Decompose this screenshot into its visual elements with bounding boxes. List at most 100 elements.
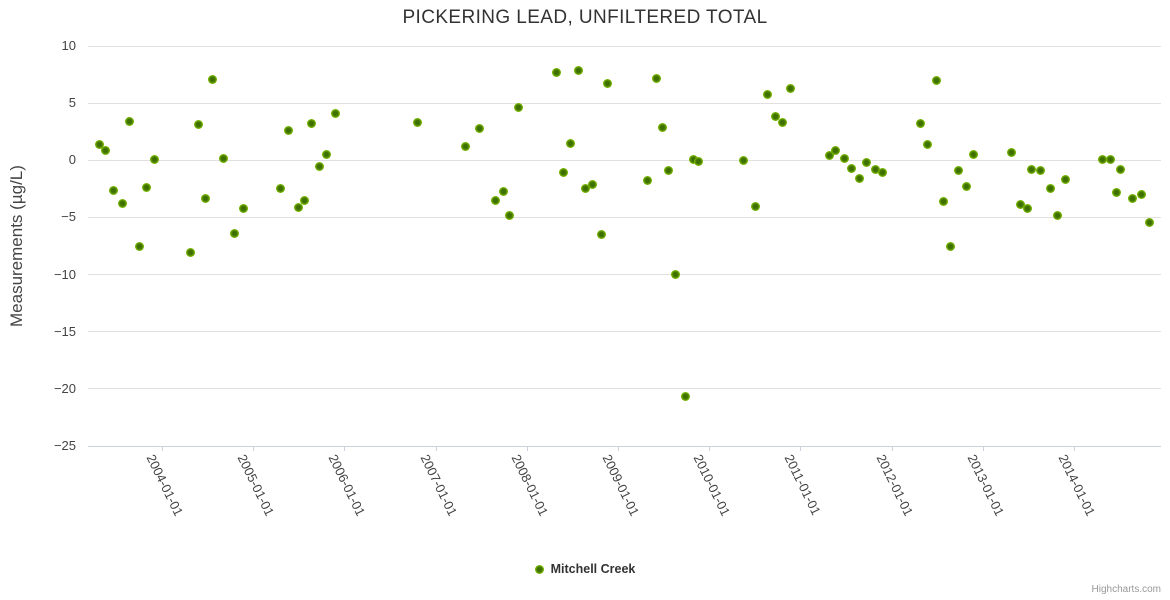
data-point-marker[interactable] <box>283 126 293 136</box>
data-point-marker[interactable] <box>491 195 501 205</box>
data-point-marker[interactable] <box>657 122 667 132</box>
x-axis-tick <box>800 446 802 451</box>
data-point-marker[interactable] <box>1036 166 1046 176</box>
data-point-marker[interactable] <box>134 241 144 251</box>
data-point-marker[interactable] <box>916 119 926 129</box>
data-point-marker[interactable] <box>94 139 104 149</box>
data-point-marker[interactable] <box>739 155 749 165</box>
data-point-marker[interactable] <box>596 230 606 240</box>
data-point-marker[interactable] <box>581 184 591 194</box>
data-point-marker[interactable] <box>109 185 119 195</box>
x-axis-line <box>88 445 1161 447</box>
data-point-marker[interactable] <box>1127 193 1137 203</box>
data-point-marker[interactable] <box>1045 184 1055 194</box>
data-point-marker[interactable] <box>239 203 249 213</box>
x-axis-tick <box>982 446 984 451</box>
y-axis-label: 0 <box>68 152 76 168</box>
data-point-marker[interactable] <box>847 163 857 173</box>
data-point-marker[interactable] <box>551 67 561 77</box>
data-point-marker[interactable] <box>603 79 613 89</box>
data-point-marker[interactable] <box>573 65 583 75</box>
data-point-marker[interactable] <box>124 116 134 126</box>
data-point-marker[interactable] <box>1111 187 1121 197</box>
data-point-marker[interactable] <box>785 83 795 93</box>
data-point-marker[interactable] <box>954 166 964 176</box>
data-point-marker[interactable] <box>861 158 871 168</box>
x-axis-tick <box>618 446 619 451</box>
data-point-marker[interactable] <box>825 151 835 161</box>
data-point-marker[interactable] <box>1116 164 1126 174</box>
data-point-marker[interactable] <box>1015 200 1025 210</box>
data-point-marker[interactable] <box>185 248 195 258</box>
data-point-marker[interactable] <box>559 168 569 178</box>
data-point-marker[interactable] <box>671 270 681 280</box>
data-point-marker[interactable] <box>1105 154 1115 164</box>
data-point-marker[interactable] <box>688 154 698 164</box>
data-point-marker[interactable] <box>946 241 956 251</box>
data-point-marker[interactable] <box>840 153 850 163</box>
data-point-marker[interactable] <box>771 112 781 122</box>
x-axis-label: 2010-01-01 <box>690 452 734 519</box>
data-point-marker[interactable] <box>1097 154 1107 164</box>
highcharts-credits-link[interactable]: Highcharts.com <box>1091 584 1161 595</box>
data-point-marker[interactable] <box>871 164 881 174</box>
data-point-marker[interactable] <box>969 150 979 160</box>
data-point-marker[interactable] <box>475 123 485 133</box>
data-point-marker[interactable] <box>200 193 210 203</box>
data-point-marker[interactable] <box>663 166 673 176</box>
data-point-marker[interactable] <box>1022 203 1032 213</box>
data-point-marker[interactable] <box>750 201 760 211</box>
data-point-marker[interactable] <box>1136 190 1146 200</box>
x-axis-label: 2013-01-01 <box>964 452 1007 519</box>
data-point-marker[interactable] <box>461 142 471 152</box>
y-axis-label: 5 <box>68 95 76 111</box>
data-point-marker[interactable] <box>651 73 661 83</box>
data-point-marker[interactable] <box>505 210 515 220</box>
data-point-marker[interactable] <box>230 228 240 238</box>
data-point-marker[interactable] <box>294 202 304 212</box>
data-point-marker[interactable] <box>566 138 576 148</box>
x-axis-label: 2012-01-01 <box>873 452 916 519</box>
x-axis-label: 2009-01-01 <box>599 452 643 519</box>
y-axis-label: −5 <box>61 209 76 225</box>
data-point-marker[interactable] <box>694 156 704 166</box>
data-point-marker[interactable] <box>680 392 690 402</box>
data-point-marker[interactable] <box>218 153 228 163</box>
data-point-marker[interactable] <box>193 120 203 130</box>
data-point-marker[interactable] <box>762 89 772 99</box>
data-point-marker[interactable] <box>306 119 316 129</box>
data-point-marker[interactable] <box>831 145 841 155</box>
x-axis-tick <box>891 446 893 451</box>
data-point-marker[interactable] <box>314 161 324 171</box>
data-point-marker[interactable] <box>642 176 652 186</box>
data-point-marker[interactable] <box>1027 164 1037 174</box>
data-point-marker[interactable] <box>1060 175 1070 185</box>
data-point-marker[interactable] <box>117 199 127 209</box>
data-point-marker[interactable] <box>923 139 933 149</box>
data-point-marker[interactable] <box>498 186 508 196</box>
data-point-marker[interactable] <box>299 195 309 205</box>
data-point-marker[interactable] <box>854 174 864 184</box>
data-point-marker[interactable] <box>778 118 788 128</box>
data-point-marker[interactable] <box>141 183 151 193</box>
data-point-marker[interactable] <box>276 184 286 194</box>
data-point-marker[interactable] <box>1144 217 1154 227</box>
y-gridline <box>88 331 1161 333</box>
data-point-marker[interactable] <box>321 150 331 160</box>
data-point-marker[interactable] <box>149 154 159 164</box>
data-point-marker[interactable] <box>588 179 598 189</box>
data-point-marker[interactable] <box>208 74 218 84</box>
legend-item-mitchell-creek[interactable]: Mitchell Creek <box>534 562 635 576</box>
data-point-marker[interactable] <box>939 196 949 206</box>
data-point-marker[interactable] <box>931 75 941 85</box>
data-point-marker[interactable] <box>962 182 972 192</box>
data-point-marker[interactable] <box>100 145 110 155</box>
data-point-marker[interactable] <box>331 108 341 118</box>
y-gridline <box>88 102 1161 104</box>
data-point-marker[interactable] <box>413 118 423 128</box>
data-point-marker[interactable] <box>1006 147 1016 157</box>
data-point-marker[interactable] <box>1052 210 1062 220</box>
data-point-marker[interactable] <box>878 168 888 178</box>
data-point-marker[interactable] <box>514 103 524 113</box>
